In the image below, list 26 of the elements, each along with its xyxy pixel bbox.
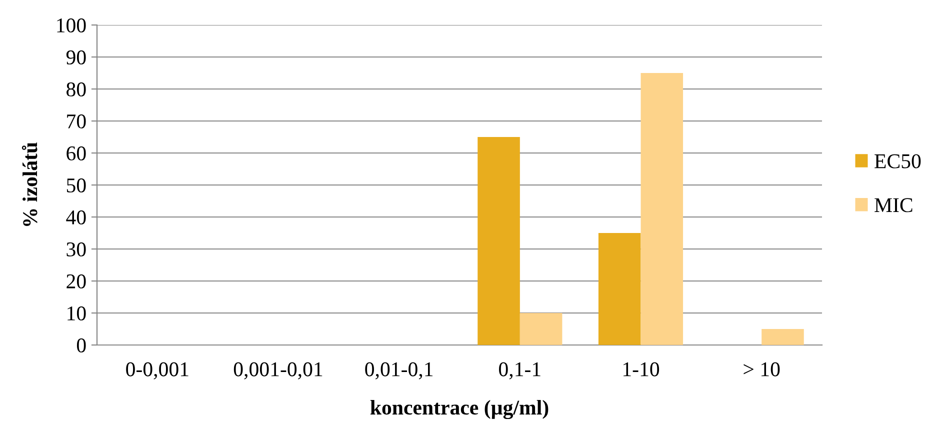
bar	[520, 313, 562, 345]
x-tick-label: 0,001-0,01	[234, 362, 322, 380]
bar	[478, 137, 520, 345]
y-tick-label: 90	[66, 50, 86, 64]
y-tick-label: 20	[66, 274, 86, 288]
y-tick-label: 40	[66, 210, 86, 224]
y-tick-label: 80	[66, 82, 86, 96]
x-tick-label: > 10	[744, 362, 780, 376]
y-tick-label: 10	[68, 306, 86, 320]
y-tick-label: 0	[76, 338, 86, 352]
y-axis-title: % izolátů	[22, 142, 38, 226]
y-tick-label: 70	[67, 114, 86, 128]
y-tick-label: 50	[66, 178, 86, 192]
x-tick-label: 1-10	[623, 362, 660, 376]
legend-label: EC50	[874, 154, 921, 168]
bar	[640, 73, 684, 345]
x-tick-label: 0,1-1	[499, 362, 540, 380]
y-tick-label: 30	[66, 242, 86, 256]
bar	[762, 329, 804, 345]
x-tick-label: 0-0,001	[126, 362, 188, 380]
bar	[598, 233, 641, 345]
y-tick-label: 60	[66, 146, 86, 160]
x-tick-label: 0,01-0,1	[365, 362, 433, 380]
y-tick-label: 100	[57, 18, 86, 32]
x-axis-title: koncentrace (µg/ml)	[370, 400, 548, 420]
legend-label: MIC	[874, 198, 912, 212]
